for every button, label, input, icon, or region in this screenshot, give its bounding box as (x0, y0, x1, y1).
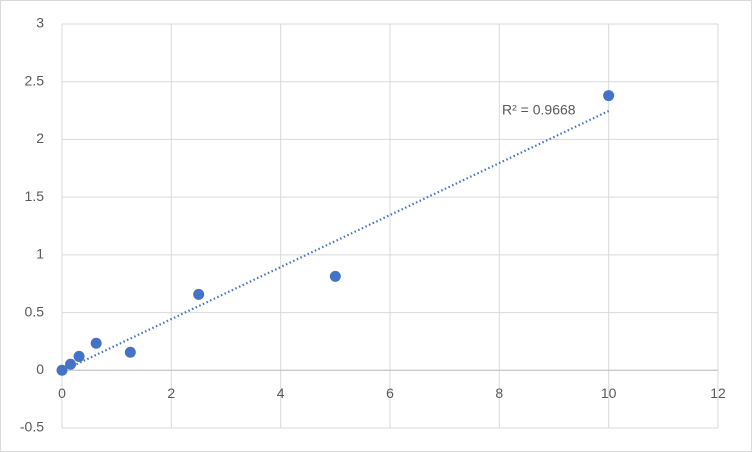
point (124, 346, 136, 358)
x-tick-label: 6 (386, 385, 394, 401)
point (65, 358, 77, 370)
trendline (61, 110, 610, 373)
y-tick-label: 2 (36, 130, 44, 146)
point (56, 364, 68, 376)
x-tick-label: 0 (58, 385, 66, 401)
point (90, 337, 102, 349)
point (329, 270, 341, 282)
point (603, 90, 615, 102)
y-tick-label: 3 (36, 15, 44, 31)
y-tick-label: 1.5 (25, 188, 45, 204)
y-tick-label: 1 (36, 246, 44, 262)
y-tick-label: -0.5 (20, 419, 44, 435)
y-tick-label: 0.5 (25, 303, 45, 319)
x-tick-label: 4 (277, 385, 285, 401)
point (193, 288, 205, 300)
y-tick-label: 2.5 (25, 72, 45, 88)
x-tick-label: 8 (495, 385, 503, 401)
x-tick-label: 10 (601, 385, 617, 401)
point (73, 350, 85, 362)
annotation: R² = 0.9668 (502, 102, 576, 118)
x-tick-label: 12 (710, 385, 726, 401)
x-tick-label: 2 (167, 385, 175, 401)
y-tick-label: 0 (36, 361, 44, 377)
